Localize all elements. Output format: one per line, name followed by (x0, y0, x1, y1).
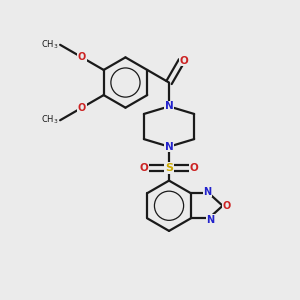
Text: N: N (203, 187, 211, 197)
Text: O: O (180, 56, 188, 66)
Text: N: N (165, 101, 173, 111)
Text: N: N (206, 215, 214, 225)
Text: O: O (78, 103, 86, 113)
Text: N: N (165, 142, 173, 152)
Text: O: O (222, 201, 230, 211)
Text: O: O (78, 52, 86, 62)
Text: CH$_3$: CH$_3$ (41, 38, 58, 51)
Text: CH$_3$: CH$_3$ (41, 114, 58, 127)
Text: O: O (140, 163, 148, 173)
Text: O: O (190, 163, 199, 173)
Text: S: S (165, 163, 173, 173)
